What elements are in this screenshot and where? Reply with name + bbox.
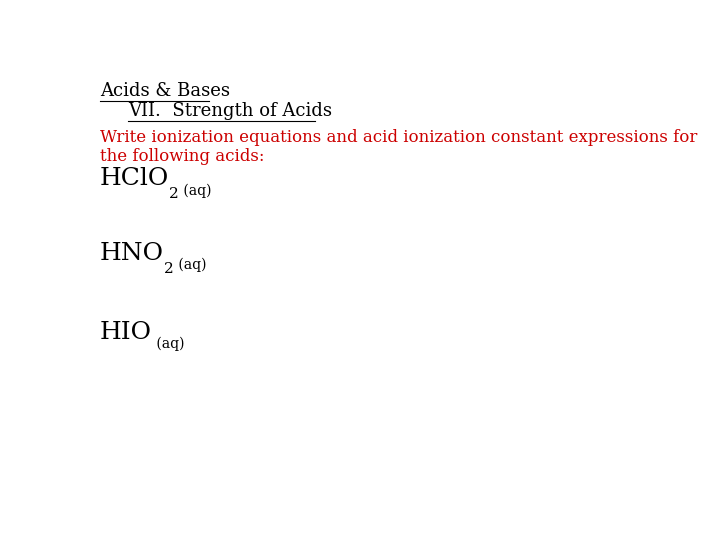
Text: Write ionization equations and acid ionization constant expressions for: Write ionization equations and acid ioni…: [100, 129, 698, 146]
Text: 2: 2: [164, 262, 174, 276]
Text: HClO: HClO: [100, 167, 169, 191]
Text: Acids & Bases: Acids & Bases: [100, 82, 230, 100]
Text: (aq): (aq): [174, 258, 207, 272]
Text: VII.  Strength of Acids: VII. Strength of Acids: [128, 102, 332, 120]
Text: (aq): (aq): [152, 337, 184, 352]
Text: the following acids:: the following acids:: [100, 148, 264, 165]
Text: 2: 2: [169, 187, 179, 201]
Text: HIO: HIO: [100, 321, 152, 344]
Text: (aq): (aq): [179, 183, 212, 198]
Text: HNO: HNO: [100, 242, 164, 265]
